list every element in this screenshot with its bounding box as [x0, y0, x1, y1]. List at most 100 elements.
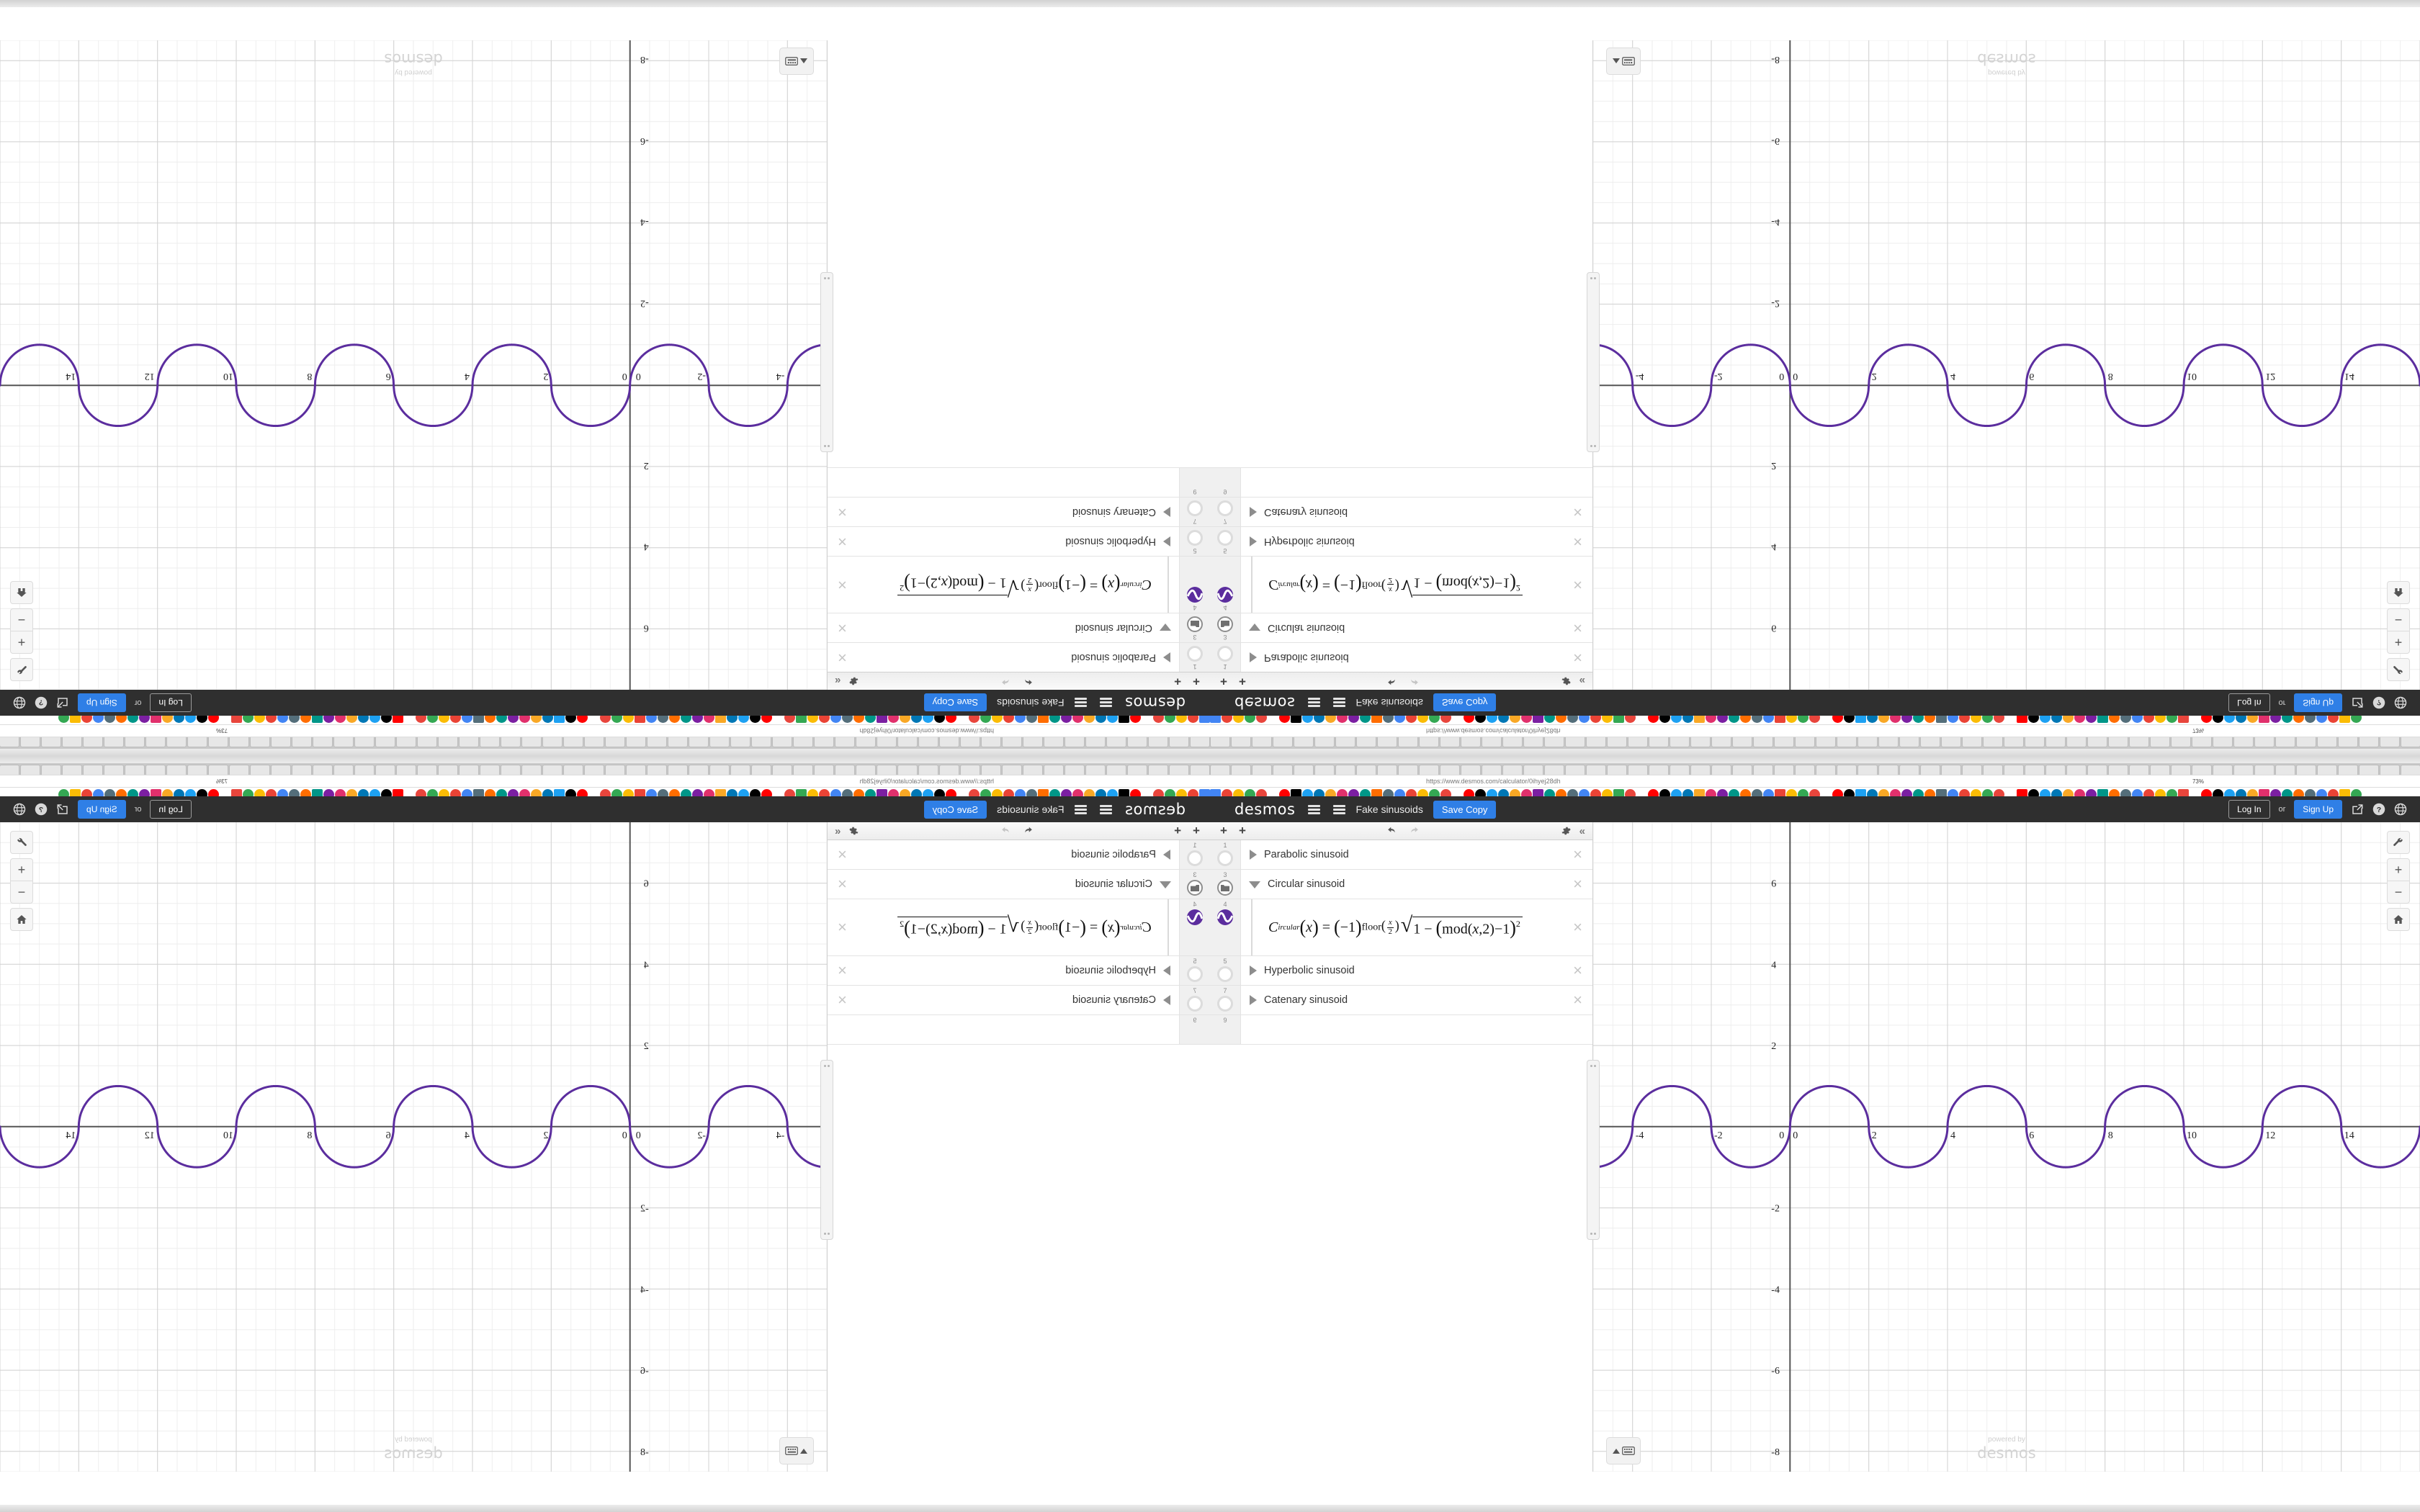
browser-tab[interactable] [1314, 737, 1335, 747]
onscreen-keyboard-button[interactable] [779, 48, 814, 75]
browser-tab[interactable] [2004, 737, 2024, 747]
expression-row[interactable]: 7 Catenary sinusoid × [828, 497, 1210, 526]
browser-tab[interactable] [1544, 765, 1564, 775]
browser-tab-strip[interactable] [0, 763, 1210, 775]
browser-tab[interactable] [1169, 737, 1189, 747]
expression-row[interactable]: 3 Circular sinusoid × [1210, 870, 1592, 899]
graph-home-button[interactable] [10, 581, 33, 604]
delete-row-button[interactable]: × [1573, 533, 1582, 551]
browser-tab[interactable] [981, 765, 1001, 775]
sign-up-button[interactable]: Sign Up [2294, 800, 2342, 819]
zoom-in-button[interactable]: + [2394, 635, 2403, 650]
browser-tab[interactable] [2213, 737, 2233, 747]
add-expression-button[interactable]: + [1220, 824, 1227, 837]
browser-tab[interactable] [856, 737, 876, 747]
browser-tab[interactable] [772, 765, 792, 775]
share-icon[interactable] [56, 803, 69, 816]
browser-tab[interactable] [1857, 737, 1878, 747]
browser-tab[interactable] [1983, 765, 2003, 775]
folder-expand-caret-icon[interactable] [1163, 850, 1170, 860]
browser-tab[interactable] [1628, 765, 1648, 775]
browser-tab[interactable] [1106, 765, 1126, 775]
browser-tab[interactable] [1023, 765, 1043, 775]
browser-tab[interactable] [689, 765, 709, 775]
browser-tab[interactable] [62, 765, 82, 775]
document-title[interactable]: Fake sinusoids [997, 804, 1065, 815]
menu-icon[interactable] [1099, 804, 1112, 814]
desmos-logo[interactable]: desmos [1234, 694, 1296, 711]
browser-tab[interactable] [793, 765, 813, 775]
browser-tab[interactable] [1065, 737, 1085, 747]
browser-tab[interactable] [1711, 737, 1731, 747]
folder-toggle-icon[interactable] [1217, 850, 1233, 866]
browser-tab[interactable] [1377, 765, 1397, 775]
redo-icon[interactable] [1409, 826, 1419, 836]
expression-row[interactable]: 5 Hyperbolic sinusoid × [1210, 526, 1592, 556]
browser-tab[interactable] [1440, 737, 1460, 747]
share-icon[interactable] [2351, 803, 2364, 816]
add-expression-button[interactable]: + [1193, 824, 1200, 837]
expression-row[interactable]: 1 Parabolic sinusoid × [828, 840, 1210, 870]
browser-tab[interactable] [438, 765, 458, 775]
language-globe-icon[interactable] [13, 803, 26, 816]
browser-tab[interactable] [375, 765, 395, 775]
browser-tab[interactable] [835, 737, 855, 747]
browser-tab[interactable] [1586, 765, 1606, 775]
menu-icon[interactable] [1099, 698, 1112, 708]
save-copy-button[interactable]: Save Copy [1433, 800, 1497, 819]
browser-tab[interactable] [271, 737, 291, 747]
browser-tab[interactable] [1502, 765, 1523, 775]
folder-toggle-icon[interactable] [1217, 500, 1233, 516]
folder-collapse-caret-icon[interactable] [1160, 881, 1171, 888]
browser-tab[interactable] [1523, 737, 1543, 747]
folder-toggle-icon[interactable] [1187, 530, 1203, 546]
browser-tab[interactable] [83, 765, 103, 775]
document-title[interactable]: Fake sinusoids [997, 697, 1065, 708]
browser-tab[interactable] [1607, 737, 1627, 747]
browser-tab[interactable] [521, 765, 542, 775]
help-icon[interactable]: ? [35, 803, 48, 816]
folder-expand-caret-icon[interactable] [1163, 995, 1170, 1005]
browser-tab[interactable] [125, 765, 145, 775]
expression-row[interactable]: 5 Hyperbolic sinusoid × [1210, 956, 1592, 986]
browser-tab[interactable] [1711, 765, 1731, 775]
zoom-out-button[interactable]: − [11, 881, 32, 903]
browser-tab[interactable] [1085, 765, 1106, 775]
browser-tab-strip[interactable] [0, 737, 1210, 749]
browser-tab[interactable] [0, 737, 19, 747]
graph-settings-wrench-button[interactable] [2387, 658, 2410, 681]
browser-tab[interactable] [1732, 737, 1752, 747]
browser-tab[interactable] [396, 765, 416, 775]
delete-row-button[interactable]: × [838, 649, 847, 667]
add-expression-button[interactable]: + [1220, 675, 1227, 688]
browser-tab[interactable] [709, 765, 730, 775]
browser-tab[interactable] [2025, 765, 2045, 775]
expression-row[interactable]: 9 [1210, 467, 1592, 497]
delete-row-button[interactable]: × [1573, 875, 1582, 893]
browser-tab[interactable] [83, 737, 103, 747]
browser-tab[interactable] [417, 765, 437, 775]
browser-tab[interactable] [814, 765, 834, 775]
browser-tab[interactable] [1065, 765, 1085, 775]
browser-tab[interactable] [2045, 765, 2066, 775]
browser-tab[interactable] [877, 737, 897, 747]
delete-row-button[interactable]: × [838, 961, 847, 979]
browser-tab[interactable] [563, 765, 583, 775]
browser-tab[interactable] [1482, 737, 1502, 747]
browser-tab[interactable] [271, 765, 291, 775]
folder-toggle-icon[interactable] [1187, 850, 1203, 866]
browser-tab[interactable] [2317, 765, 2337, 775]
delete-row-button[interactable]: × [838, 918, 847, 936]
browser-tab[interactable] [1899, 765, 1919, 775]
browser-tab[interactable] [125, 737, 145, 747]
folder-expand-caret-icon[interactable] [1250, 652, 1257, 662]
delete-row-button[interactable]: × [838, 576, 847, 594]
browser-tab[interactable] [187, 765, 207, 775]
browser-tab[interactable] [1169, 765, 1189, 775]
browser-tab[interactable] [1190, 737, 1210, 747]
browser-tab[interactable] [459, 737, 479, 747]
share-icon[interactable] [2351, 696, 2364, 709]
browser-tab[interactable] [292, 765, 312, 775]
folder-title[interactable]: Circular sinusoid [1268, 878, 1345, 890]
